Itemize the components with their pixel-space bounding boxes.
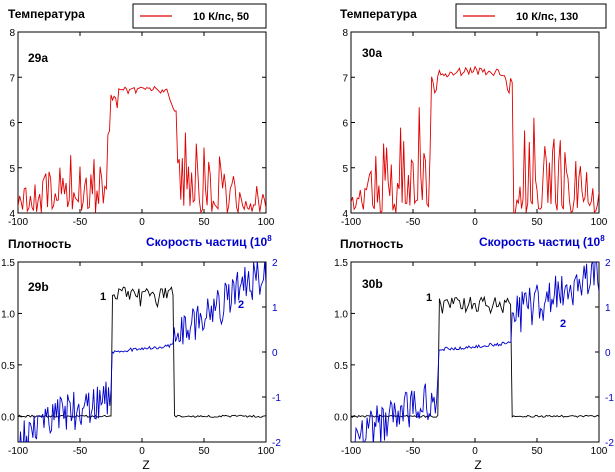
y-tick-label-30b: 0.5: [334, 361, 348, 372]
legend-label-30a: 10 К/пс, 130: [516, 11, 578, 23]
x-axis-label-right: Z: [474, 458, 481, 472]
y-tick-label-29a: 4: [9, 209, 15, 220]
y2-tick-label-30b: 0: [605, 348, 611, 359]
y-tick-label-30b: 0.0: [334, 412, 348, 423]
y2-tick-label-29b: -2: [272, 438, 281, 449]
y-tick-label-30b: 1.0: [334, 309, 348, 320]
y-tick-label-30a: 7: [342, 73, 348, 84]
y-tick-label-29a: 7: [9, 73, 15, 84]
series-line-30b-2: [354, 262, 599, 442]
x-tick-label-29a: -50: [73, 217, 88, 228]
x-tick-label-30a: 0: [472, 217, 478, 228]
y-tick-label-30b: 1.5: [334, 258, 348, 269]
x-tick-label-30a: 100: [591, 217, 608, 228]
y2-tick-label-29b: 1: [272, 303, 278, 314]
panel-label-30a: 30a: [362, 46, 382, 60]
panel-label-29a: 29a: [28, 51, 48, 65]
x-tick-label-30a: -50: [406, 217, 421, 228]
curve-label-2-29b: 2: [238, 299, 244, 311]
series-line-29b-2: [19, 262, 266, 442]
y2-tick-label-30b: 1: [605, 303, 611, 314]
panel-29a: -100 -50 0 50 100 4 5 6 7 8: [8, 28, 275, 228]
panel-title-29b: Плотность: [8, 237, 71, 251]
y-tick-label-29a: 6: [9, 119, 15, 130]
series-line-29b-1: [18, 286, 266, 418]
plot-frame-29a: [17, 31, 267, 214]
x-tick-label-29b: 0: [139, 446, 145, 457]
x-axis-label-left: Z: [142, 458, 149, 472]
y-tick-label-29b: 1.0: [1, 309, 15, 320]
x-tick-label-30b: 0: [472, 446, 478, 457]
series-line-29a-1: [18, 85, 266, 213]
curve-label-1-30b: 1: [426, 292, 432, 304]
panel-title-30a: Температура: [340, 7, 417, 21]
y-tick-label-30a: 5: [342, 164, 348, 175]
curve-label-1-29b: 1: [100, 291, 106, 303]
panel-title-29a: Температура: [8, 7, 85, 21]
x-tick-label-30a: 50: [531, 217, 543, 228]
y-tick-label-29b: 0.0: [1, 412, 15, 423]
x-tick-label-30a: -100: [341, 217, 361, 228]
legend-29a: 10 К/пс, 50: [132, 3, 267, 29]
y2-tick-label-30b: -2: [605, 438, 614, 449]
series-line-30b-1: [351, 295, 599, 418]
x-tick-label-29b: 100: [258, 446, 275, 457]
x-tick-label-30b: -50: [406, 446, 421, 457]
y2-tick-label-29b: -1: [272, 393, 281, 404]
legend-label-29a: 10 К/пс, 50: [193, 11, 249, 23]
right-title-29b: Скорость частиц (108: [146, 234, 272, 249]
y2-tick-label-29b: 0: [272, 348, 278, 359]
panel-30a: -100 -50 0 50 100 4 5 6 7 8: [341, 28, 608, 228]
panel-30b: -100 -50 0 50 100 0.0 0.5 1.0 1.5 -2 -1 0 1 2: [334, 258, 614, 457]
y2-tick-label-30b: -1: [605, 393, 614, 404]
y-tick-label-30a: 6: [342, 119, 348, 130]
y2-tick-label-29b: 2: [272, 258, 278, 269]
y-tick-label-29b: 0.5: [1, 361, 15, 372]
panel-label-29b: 29b: [28, 280, 49, 294]
x-tick-label-29b: 50: [198, 446, 210, 457]
x-tick-label-29a: 0: [139, 217, 145, 228]
x-tick-label-29a: -100: [8, 217, 28, 228]
y-tick-label-29a: 5: [9, 164, 15, 175]
panel-29b: -100 -50 0 50 100 0.0 0.5 1.0 1.5 -2 -1 0 1 2: [1, 258, 281, 457]
y-tick-label-29a: 8: [9, 28, 15, 39]
right-title-30b: Скорость частиц (108: [479, 234, 605, 249]
x-tick-label-30b: 50: [531, 446, 543, 457]
curve-label-2-30b: 2: [560, 318, 566, 330]
x-tick-label-29b: -100: [8, 446, 28, 457]
legend-30a: 10 К/пс, 130: [455, 3, 607, 29]
y-tick-label-30a: 4: [342, 209, 348, 220]
y2-tick-label-30b: 2: [605, 258, 611, 269]
x-tick-label-29a: 100: [258, 217, 275, 228]
x-tick-label-30b: -100: [341, 446, 361, 457]
y-tick-label-30a: 8: [342, 28, 348, 39]
x-tick-label-29a: 50: [198, 217, 210, 228]
panel-label-30b: 30b: [362, 277, 383, 291]
y-tick-label-29b: 1.5: [1, 258, 15, 269]
series-line-30a-1: [351, 65, 599, 213]
x-tick-label-30b: 100: [591, 446, 608, 457]
x-tick-label-29b: -50: [73, 446, 88, 457]
panel-title-30b: Плотность: [340, 237, 403, 251]
